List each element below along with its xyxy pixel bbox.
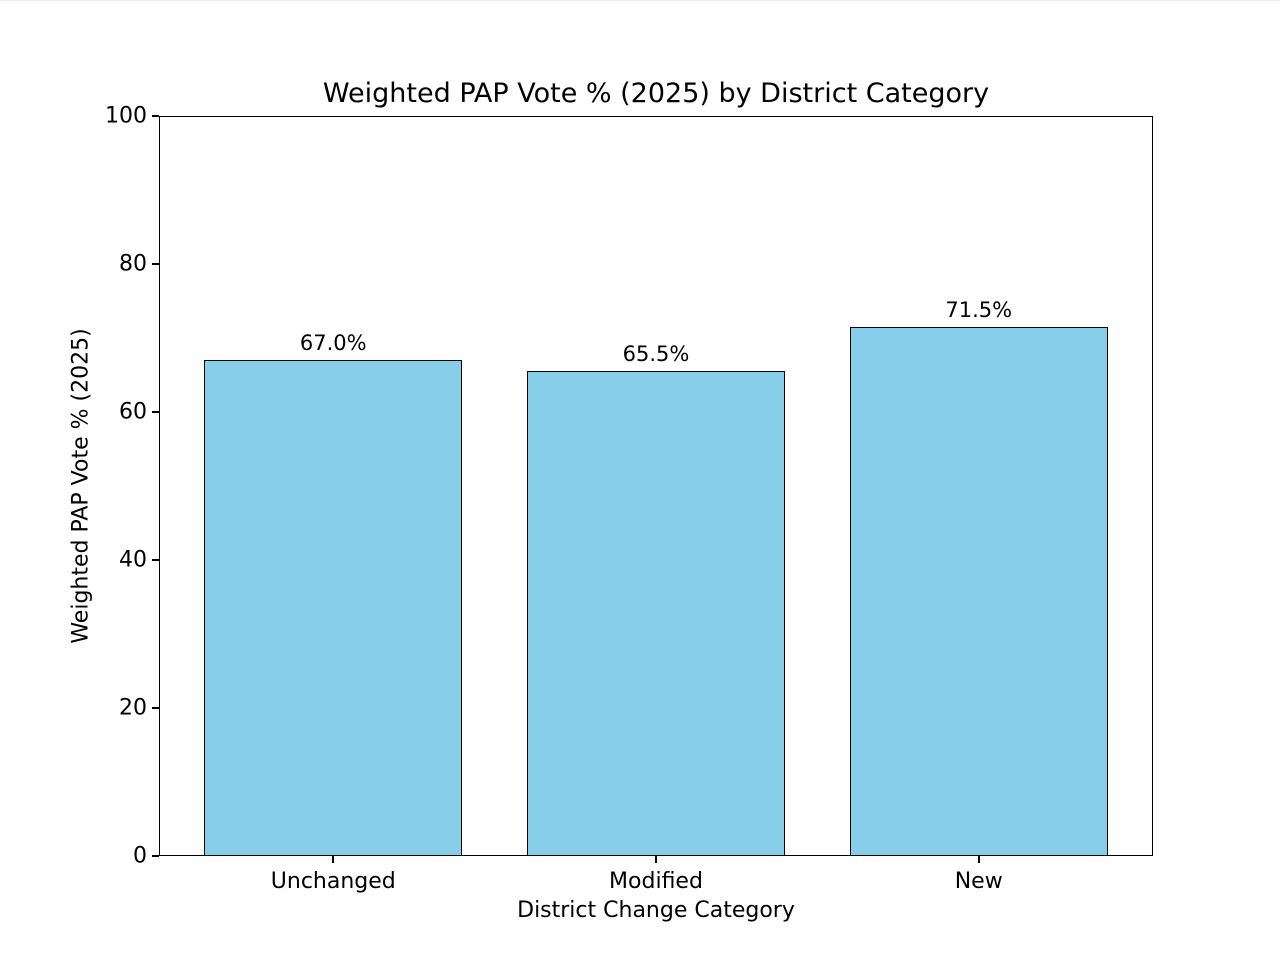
y-axis-tick-mark bbox=[152, 115, 159, 117]
bar-new bbox=[849, 326, 1108, 856]
y-axis-tick-mark bbox=[152, 855, 159, 857]
y-tick-label: 20 bbox=[119, 695, 147, 721]
bar-value-label: 67.0% bbox=[299, 331, 367, 356]
y-axis-tick-mark bbox=[152, 411, 159, 413]
bar-modified bbox=[526, 371, 786, 856]
chart-title: Weighted PAP Vote % (2025) by District C… bbox=[322, 78, 990, 109]
y-tick-label: 0 bbox=[133, 843, 147, 869]
y-tick-label: 40 bbox=[119, 547, 147, 573]
y-axis-tick-mark bbox=[152, 707, 159, 709]
y-axis-label: Weighted PAP Vote % (2025) bbox=[68, 328, 94, 644]
x-axis-label: District Change Category bbox=[517, 898, 795, 923]
x-tick-label: Unchanged bbox=[270, 869, 396, 894]
x-tick-label: New bbox=[954, 869, 1003, 894]
y-tick-label: 100 bbox=[105, 103, 147, 129]
y-axis-tick-mark bbox=[152, 559, 159, 561]
x-axis-tick-mark bbox=[655, 856, 657, 863]
bar-value-label: 65.5% bbox=[622, 342, 690, 367]
y-axis-tick-mark bbox=[152, 263, 159, 265]
y-tick-label: 60 bbox=[119, 399, 147, 425]
x-tick-label: Modified bbox=[609, 869, 703, 894]
y-tick-label: 80 bbox=[119, 251, 147, 277]
bar-value-label: 71.5% bbox=[945, 297, 1013, 322]
bar-unchanged bbox=[204, 360, 463, 856]
x-axis-tick-mark bbox=[977, 856, 980, 863]
x-axis-tick-mark bbox=[332, 856, 335, 863]
